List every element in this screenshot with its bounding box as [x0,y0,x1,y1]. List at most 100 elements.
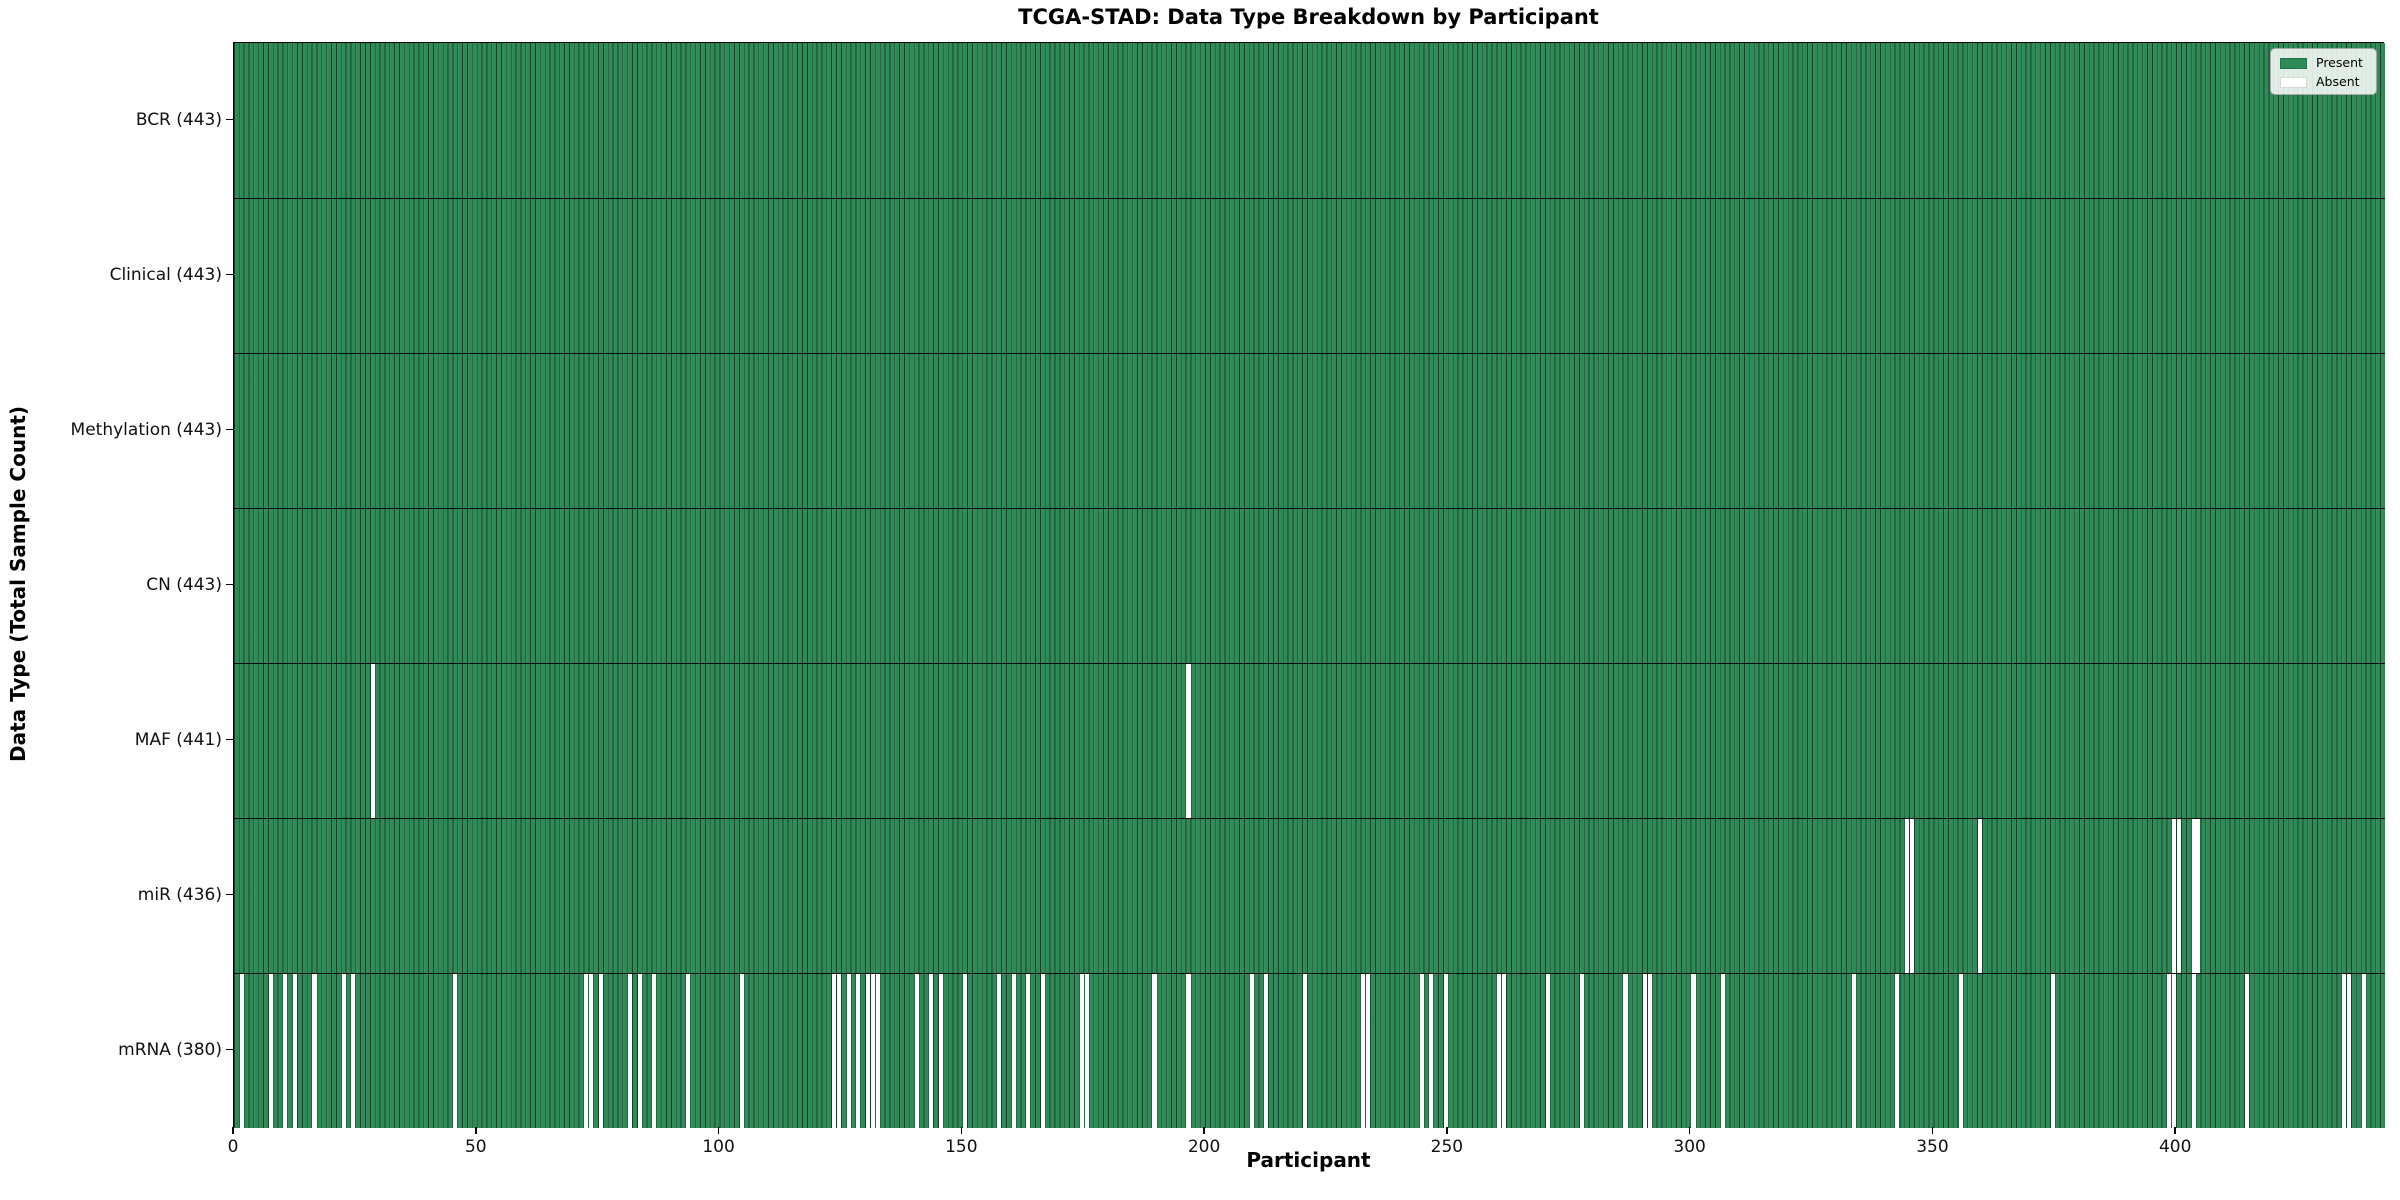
absent-stripe [938,974,943,1128]
y-tick-mark [226,583,233,586]
legend-entry-absent: Absent [2280,74,2368,90]
absent-stripe [2172,819,2177,973]
legend: Present Absent [2270,48,2377,95]
absent-stripe [1579,974,1584,1128]
y-tick-mark [226,1048,233,1051]
absent-stripe [1303,974,1308,1128]
absent-stripe [1186,974,1191,1128]
absent-swatch [2280,76,2307,88]
absent-stripe [268,974,273,1128]
absent-stripe [846,974,851,1128]
absent-stripe [293,974,298,1128]
heatmap-plot-area [233,42,2385,1128]
absent-stripe [2196,819,2201,973]
absent-stripe [1084,974,1089,1128]
absent-stripe [1264,974,1269,1128]
absent-stripe [1958,974,1963,1128]
chart-title: TCGA-STAD: Data Type Breakdown by Partic… [1018,5,1599,29]
absent-stripe [2361,974,2366,1128]
absent-stripe [1905,819,1910,973]
y-tick-label-clinical: Clinical (443) [109,264,222,285]
absent-stripe [1642,974,1647,1128]
absent-stripe [963,974,968,1128]
absent-stripe [2191,819,2196,973]
present-swatch [2280,57,2307,69]
x-tick-mark [1688,1127,1691,1134]
absent-stripe [628,974,633,1128]
y-tick-mark [226,738,233,741]
x-tick-mark [1931,1127,1934,1134]
heatmap-row-methylation [234,353,2385,508]
absent-stripe [1186,664,1191,818]
heatmap-row-mrna [234,973,2385,1128]
x-tick-mark [1446,1127,1448,1134]
absent-stripe [875,974,880,1128]
x-tick-mark [2174,1127,2176,1134]
absent-stripe [589,974,594,1128]
absent-stripe [1026,974,1031,1128]
y-tick-label-bcr: BCR (443) [135,109,222,130]
x-tick-label-50: 50 [464,1137,487,1157]
absent-stripe [832,974,837,1128]
y-tick-label-maf: MAF (441) [134,729,222,750]
x-tick-mark [960,1127,963,1134]
absent-stripe [929,974,934,1128]
absent-stripe [652,974,657,1128]
absent-stripe [1497,974,1502,1128]
absent-stripe [1647,974,1652,1128]
y-tick-label-mrna: mRNA (380) [118,1039,222,1060]
y-tick-mark [226,893,233,896]
x-tick-label-100: 100 [702,1137,735,1157]
absent-stripe [997,974,1002,1128]
x-tick-label-250: 250 [1430,1137,1464,1157]
absent-stripe [2172,974,2177,1128]
absent-stripe [1443,974,1448,1128]
absent-stripe [239,974,244,1128]
absent-stripe [836,974,841,1128]
legend-entry-present: Present [2280,55,2368,71]
y-tick-label-mir: miR (436) [137,884,222,905]
absent-stripe [1249,974,1254,1128]
absent-stripe [2050,974,2055,1128]
absent-stripe [1977,819,1982,973]
absent-stripe [856,974,861,1128]
heatmap-row-mir [234,818,2385,973]
absent-stripe [341,974,346,1128]
absent-stripe [866,974,871,1128]
y-axis-title: Data Type (Total Sample Count) [6,405,30,763]
absent-stripe [870,974,875,1128]
absent-stripe [1011,974,1016,1128]
absent-stripe [637,974,642,1128]
x-tick-label-0: 0 [227,1137,239,1157]
x-tick-mark [1203,1127,1205,1134]
absent-stripe [2177,819,2182,973]
absent-stripe [584,974,589,1128]
x-tick-mark [717,1127,720,1134]
x-tick-label-150: 150 [945,1137,978,1157]
absent-stripe [2244,974,2250,1128]
present-label: Present [2316,54,2363,70]
absent-stripe [312,974,317,1128]
x-tick-mark [232,1127,234,1134]
absent-stripe [1623,974,1628,1128]
heatmap-row-bcr [234,43,2385,198]
x-tick-label-200: 200 [1187,1137,1221,1157]
absent-stripe [2342,974,2347,1128]
heatmap-row-cn [234,508,2385,663]
absent-stripe [2167,974,2172,1128]
absent-stripe [1152,974,1157,1128]
absent-stripe [1429,974,1434,1128]
x-tick-label-300: 300 [1673,1137,1706,1157]
y-tick-mark [226,273,233,276]
absent-stripe [2191,974,2196,1128]
absent-stripe [351,974,356,1128]
absent-stripe [283,974,288,1128]
heatmap-row-clinical [234,198,2385,353]
absent-stripe [1691,974,1696,1128]
absent-stripe [1851,974,1856,1128]
absent-stripe [1895,974,1900,1128]
y-tick-mark [226,428,233,431]
absent-stripe [1502,974,1507,1128]
absent-stripe [1720,974,1725,1128]
heatmap-row-maf [234,663,2385,818]
